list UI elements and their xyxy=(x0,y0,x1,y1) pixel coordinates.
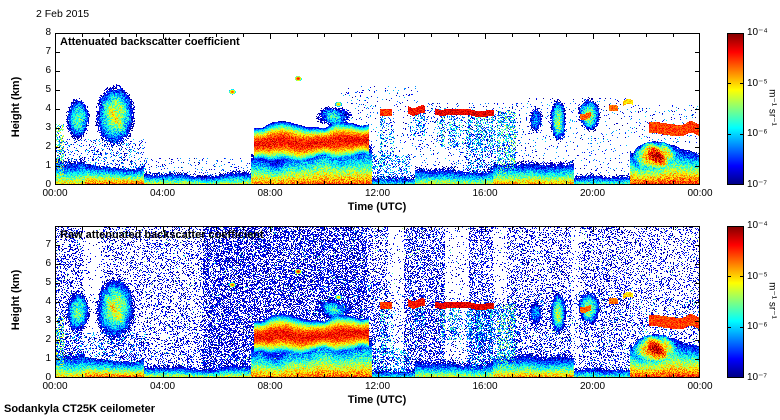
colorbar-tick-label: 10⁻⁷ xyxy=(747,179,768,190)
colorbar-tick-label: 10⁻⁷ xyxy=(747,372,768,383)
panel-title-attenuated: Attenuated backscatter coefficient xyxy=(60,36,240,48)
x-tick-label: 12:00 xyxy=(364,188,391,199)
y-tick-label: 7 xyxy=(45,46,51,57)
x-axis-label-top: Time (UTC) xyxy=(347,201,407,213)
colorbar-tick-label: 10⁻⁵ xyxy=(747,270,768,282)
panel-title-raw: Raw attenuated backscatter coefficient xyxy=(60,229,264,241)
y-tick-label: 2 xyxy=(45,141,51,152)
x-tick-label: 04:00 xyxy=(149,188,176,199)
x-tick-label: 00:00 xyxy=(42,381,68,392)
y-tick-label: 3 xyxy=(45,122,51,133)
colorbar-tick-label: 10⁻⁶ xyxy=(747,321,768,333)
y-axis-label-bottom: Height (km) xyxy=(10,269,22,331)
x-tick-label: 00:00 xyxy=(687,188,713,199)
heatmap-attenuated-backscatter xyxy=(55,33,700,185)
y-tick-label: 1 xyxy=(45,160,51,171)
y-tick-label: 2 xyxy=(45,334,51,345)
x-axis-label-bottom: Time (UTC) xyxy=(347,394,407,406)
x-tick-label: 04:00 xyxy=(149,381,176,392)
heatmap-raw-backscatter xyxy=(55,226,700,378)
colorbar-bottom xyxy=(727,226,744,378)
colorbar-tick-label: 10⁻⁵ xyxy=(747,77,768,89)
y-tick-label: 4 xyxy=(45,103,51,114)
y-axis-label-top: Height (km) xyxy=(10,76,22,138)
colorbar-tick-label: 10⁻⁴ xyxy=(747,220,768,231)
y-tick-label: 4 xyxy=(45,296,51,307)
x-tick-label: 12:00 xyxy=(364,381,391,392)
date-label: 2 Feb 2015 xyxy=(36,8,90,20)
x-tick-label: 20:00 xyxy=(579,188,606,199)
x-tick-label: 00:00 xyxy=(42,188,68,199)
y-tick-label: 0 xyxy=(45,179,51,190)
instrument-label: Sodankyla CT25K ceilometer xyxy=(4,403,156,415)
y-tick-label: 7 xyxy=(45,239,51,250)
colorbar-tick-label: 10⁻⁶ xyxy=(747,128,768,140)
x-tick-label: 08:00 xyxy=(257,381,283,392)
y-tick-label: 0 xyxy=(45,372,51,383)
x-tick-label: 16:00 xyxy=(472,188,498,199)
y-tick-label: 5 xyxy=(45,277,51,288)
x-tick-label: 16:00 xyxy=(472,381,498,392)
colorbar-top xyxy=(727,33,744,185)
x-tick-label: 08:00 xyxy=(257,188,283,199)
y-tick-label: 1 xyxy=(45,353,51,364)
colorbar-tick-label: 10⁻⁴ xyxy=(747,27,768,38)
y-tick-label: 3 xyxy=(45,315,51,326)
y-tick-label: 6 xyxy=(45,65,51,76)
x-tick-label: 00:00 xyxy=(687,381,713,392)
y-tick-label: 8 xyxy=(45,27,51,38)
y-tick-label: 5 xyxy=(45,84,51,95)
y-tick-label: 6 xyxy=(45,258,51,269)
x-tick-label: 20:00 xyxy=(579,381,606,392)
